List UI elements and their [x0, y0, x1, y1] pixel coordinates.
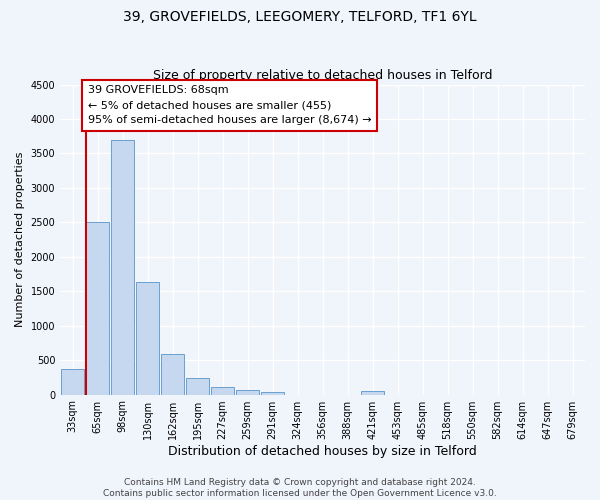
Bar [136, 282, 159, 395]
Text: Contains HM Land Registry data © Crown copyright and database right 2024.
Contai: Contains HM Land Registry data © Crown c… [103, 478, 497, 498]
Text: 39 GROVEFIELDS: 68sqm
← 5% of detached houses are smaller (455)
95% of semi-deta: 39 GROVEFIELDS: 68sqm ← 5% of detached h… [88, 86, 371, 125]
Bar [236, 390, 259, 394]
Bar [112, 140, 134, 394]
Bar [361, 391, 384, 394]
Title: Size of property relative to detached houses in Telford: Size of property relative to detached ho… [153, 69, 493, 82]
Bar [187, 378, 209, 394]
Y-axis label: Number of detached properties: Number of detached properties [15, 152, 25, 328]
Bar [161, 354, 184, 395]
Bar [211, 387, 234, 394]
Bar [86, 222, 109, 394]
Bar [262, 392, 284, 394]
X-axis label: Distribution of detached houses by size in Telford: Distribution of detached houses by size … [168, 444, 477, 458]
Text: 39, GROVEFIELDS, LEEGOMERY, TELFORD, TF1 6YL: 39, GROVEFIELDS, LEEGOMERY, TELFORD, TF1… [123, 10, 477, 24]
Bar [61, 369, 84, 394]
